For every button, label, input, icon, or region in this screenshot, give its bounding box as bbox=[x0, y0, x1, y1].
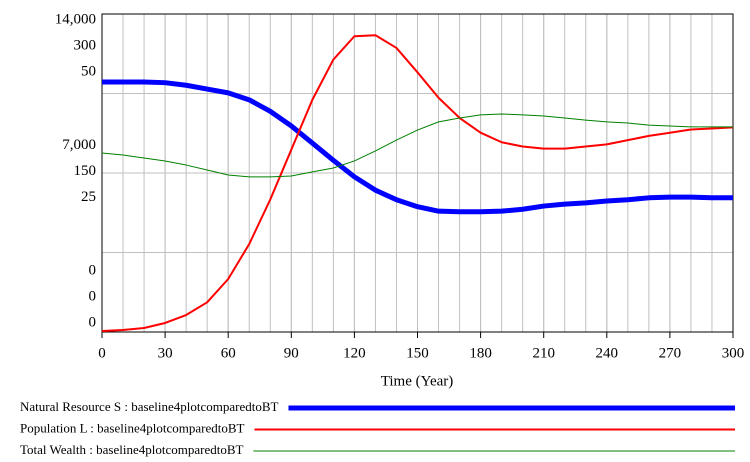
x-tick-label: 120 bbox=[343, 345, 366, 361]
series-line bbox=[101, 34, 734, 333]
y-tick-label: 0 bbox=[89, 262, 97, 278]
series-line bbox=[102, 79, 733, 215]
y-tick-label: 50 bbox=[81, 63, 96, 79]
x-tick-label: 240 bbox=[596, 345, 619, 361]
y-tick-label: 0 bbox=[89, 288, 97, 304]
series-line bbox=[101, 113, 733, 178]
y-tick-label: 14,000 bbox=[55, 11, 96, 27]
y-tick-label: 0 bbox=[89, 314, 97, 330]
y-tick-label: 7,000 bbox=[62, 137, 96, 153]
legend-label: Total Wealth : baseline4plotcomparedtoBT bbox=[20, 442, 243, 457]
y-tick-label: 150 bbox=[74, 163, 97, 179]
legend-label: Natural Resource S : baseline4plotcompar… bbox=[20, 399, 279, 414]
x-tick-label: 30 bbox=[158, 345, 173, 361]
x-tick-label: 180 bbox=[469, 345, 492, 361]
x-tick-label: 60 bbox=[221, 345, 236, 361]
x-axis-label: Time (Year) bbox=[381, 373, 454, 389]
y-tick-label: 25 bbox=[81, 189, 96, 205]
x-tick-label: 210 bbox=[532, 345, 555, 361]
x-tick-label: 150 bbox=[406, 345, 429, 361]
plot-frame bbox=[101, 13, 734, 333]
x-tick-label: 90 bbox=[284, 345, 299, 361]
y-tick-label: 300 bbox=[74, 37, 97, 53]
legend-label: Population L : baseline4plotcomparedtoBT bbox=[20, 420, 245, 435]
x-tick-label: 0 bbox=[98, 345, 106, 361]
x-tick-label: 300 bbox=[722, 345, 745, 361]
x-tick-label: 270 bbox=[659, 345, 682, 361]
